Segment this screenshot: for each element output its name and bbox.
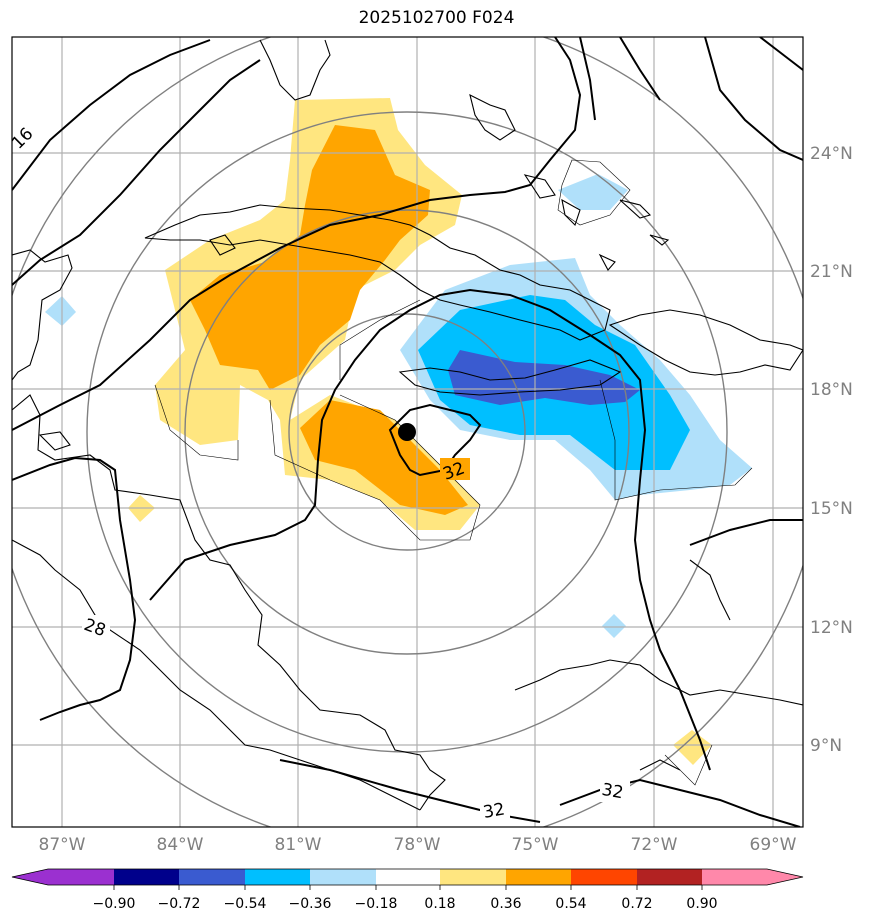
contour-labels: 16 28 32 32 32 [12, 124, 630, 823]
colorbar-segment [114, 869, 179, 885]
colorbar-segment [245, 869, 310, 885]
colorbar-tick-label: 0.18 [424, 896, 455, 912]
latitude-labels: 24°N 21°N 18°N 15°N 12°N 9°N [810, 144, 853, 756]
chart-title: 2025102700 F024 [358, 8, 515, 28]
lon-label: 81°W [275, 835, 322, 855]
contour-label: 32 [482, 799, 507, 822]
height-contours [12, 37, 803, 827]
lat-label: 12°N [810, 618, 853, 638]
lon-label: 69°W [750, 835, 797, 855]
colorbar-tick-label: −0.90 [93, 896, 136, 912]
positive-anomaly-south [673, 730, 712, 765]
negative-anomaly-ne [558, 174, 628, 210]
gridlines [12, 37, 803, 827]
shading-outlines [154, 159, 753, 786]
storm-center-marker [398, 423, 416, 441]
map-frame [11, 36, 804, 828]
negative-anomaly-west [45, 296, 76, 326]
lat-label: 18°N [810, 380, 853, 400]
lat-label: 21°N [810, 262, 853, 282]
contour-label: 32 [600, 780, 625, 803]
colorbar-tick-label: 0.90 [686, 896, 717, 912]
colorbar-tick-label: −0.54 [224, 896, 267, 912]
lat-label: 15°N [810, 499, 853, 519]
lon-label: 78°W [394, 835, 441, 855]
colorbar-segment [506, 869, 571, 885]
colorbar-tick-label: −0.72 [158, 896, 201, 912]
positive-anomaly-orange-south [300, 400, 468, 515]
colorbar-tick-label: −0.18 [355, 896, 398, 912]
negative-anomaly-east [602, 614, 626, 638]
lon-label: 75°W [512, 835, 559, 855]
colorbar-tick-label: 0.72 [621, 896, 652, 912]
colorbar-segment [179, 869, 245, 885]
colorbar-extend-low [12, 869, 48, 885]
longitude-labels: 87°W 84°W 81°W 78°W 75°W 72°W 69°W [39, 835, 797, 855]
colorbar: −0.90 −0.72 −0.54 −0.36 −0.18 0.18 0.36 … [11, 868, 804, 912]
colorbar-segment [376, 869, 440, 885]
colorbar-segment [571, 869, 637, 885]
coastlines [12, 39, 803, 811]
colorbar-segment [637, 869, 702, 885]
colorbar-tick-label: 0.54 [555, 896, 586, 912]
shading-layer [45, 98, 752, 765]
negative-anomaly-dark [448, 350, 640, 405]
colorbar-tick-label: 0.36 [490, 896, 521, 912]
lon-label: 84°W [157, 835, 204, 855]
colorbar-tick-label: −0.36 [289, 896, 332, 912]
lon-label: 72°W [631, 835, 678, 855]
lat-label: 9°N [810, 736, 842, 756]
lat-label: 24°N [810, 144, 853, 164]
colorbar-extend-high [767, 869, 803, 885]
map-panel: 16 28 32 32 32 [12, 37, 803, 827]
lon-label: 87°W [39, 835, 86, 855]
positive-anomaly-orange [190, 125, 430, 390]
colorbar-segment [48, 869, 114, 885]
colorbar-segment [702, 869, 767, 885]
colorbar-segment [440, 869, 506, 885]
colorbar-segment [310, 869, 376, 885]
